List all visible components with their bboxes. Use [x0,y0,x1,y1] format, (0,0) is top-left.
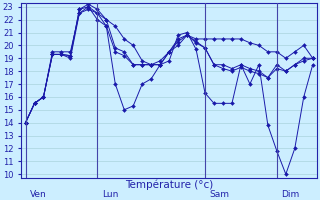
Text: Lun: Lun [102,190,118,199]
Text: Ven: Ven [30,190,47,199]
Text: Dim: Dim [281,190,300,199]
X-axis label: Température (°c): Température (°c) [125,179,213,190]
Text: Sam: Sam [210,190,229,199]
